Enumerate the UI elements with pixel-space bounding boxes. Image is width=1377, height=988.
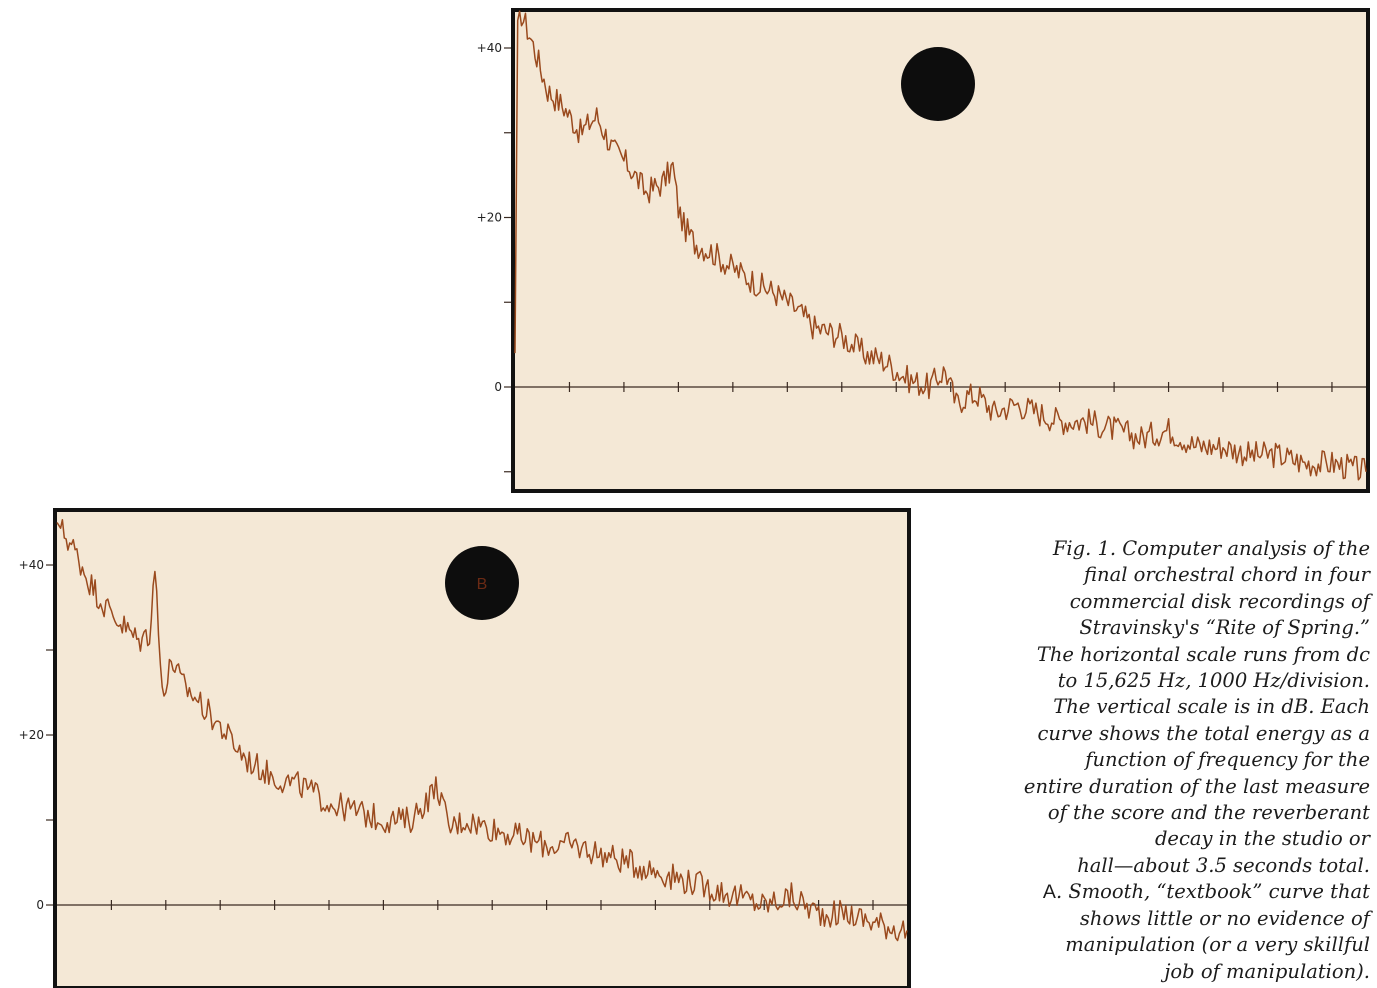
caption-line: manipulation (or a very skillful bbox=[1065, 933, 1370, 957]
chart-panel: +40 +20 0 bbox=[477, 8, 1370, 493]
y-tick-label: 0 bbox=[494, 380, 502, 394]
panel-badge-letter: B bbox=[477, 576, 488, 593]
caption-item-text: . Smooth, “textbook” curve that bbox=[1055, 880, 1370, 904]
caption-line: job of manipulation). bbox=[1164, 959, 1370, 983]
caption-item-letter: A bbox=[1042, 881, 1056, 904]
caption-line: hall—about 3.5 seconds total. bbox=[1077, 853, 1370, 877]
caption-line: to 15,625 Hz, 1000 Hz/division. bbox=[1057, 669, 1370, 693]
spectrum-trace bbox=[514, 10, 1367, 481]
spectrum-trace bbox=[56, 518, 908, 942]
y-tick-label: 0 bbox=[36, 898, 44, 912]
caption-line: entire duration of the last measure bbox=[1023, 774, 1370, 798]
caption-line: decay in the studio or bbox=[1154, 827, 1370, 851]
y-tick-label: +40 bbox=[477, 41, 502, 55]
chart-panel: +40 +20 0 B bbox=[19, 508, 911, 988]
caption-line: curve shows the total energy as a bbox=[1037, 721, 1370, 745]
caption-line: The vertical scale is in dB. Each bbox=[1053, 695, 1370, 719]
panel-badge bbox=[901, 47, 975, 121]
caption-line: commercial disk recordings of bbox=[1069, 589, 1370, 613]
y-tick-label: +40 bbox=[19, 558, 44, 572]
figure-caption: Fig. 1. Computer analysis of the final or… bbox=[930, 536, 1370, 985]
caption-line: shows little or no evidence of bbox=[1079, 906, 1370, 930]
caption-line: Stravinsky's “Rite of Spring.” bbox=[1079, 616, 1370, 640]
y-tick-label: +20 bbox=[477, 211, 502, 225]
caption-line: final orchestral chord in four bbox=[1084, 563, 1370, 587]
caption-line: The horizontal scale runs from dc bbox=[1036, 642, 1370, 666]
caption-line: Fig. 1. Computer analysis of the bbox=[1052, 537, 1370, 560]
caption-line: of the score and the reverberant bbox=[1047, 801, 1370, 825]
y-tick-label: +20 bbox=[19, 728, 44, 742]
caption-line: function of frequency for the bbox=[1085, 748, 1370, 772]
panel-badge bbox=[445, 546, 519, 620]
